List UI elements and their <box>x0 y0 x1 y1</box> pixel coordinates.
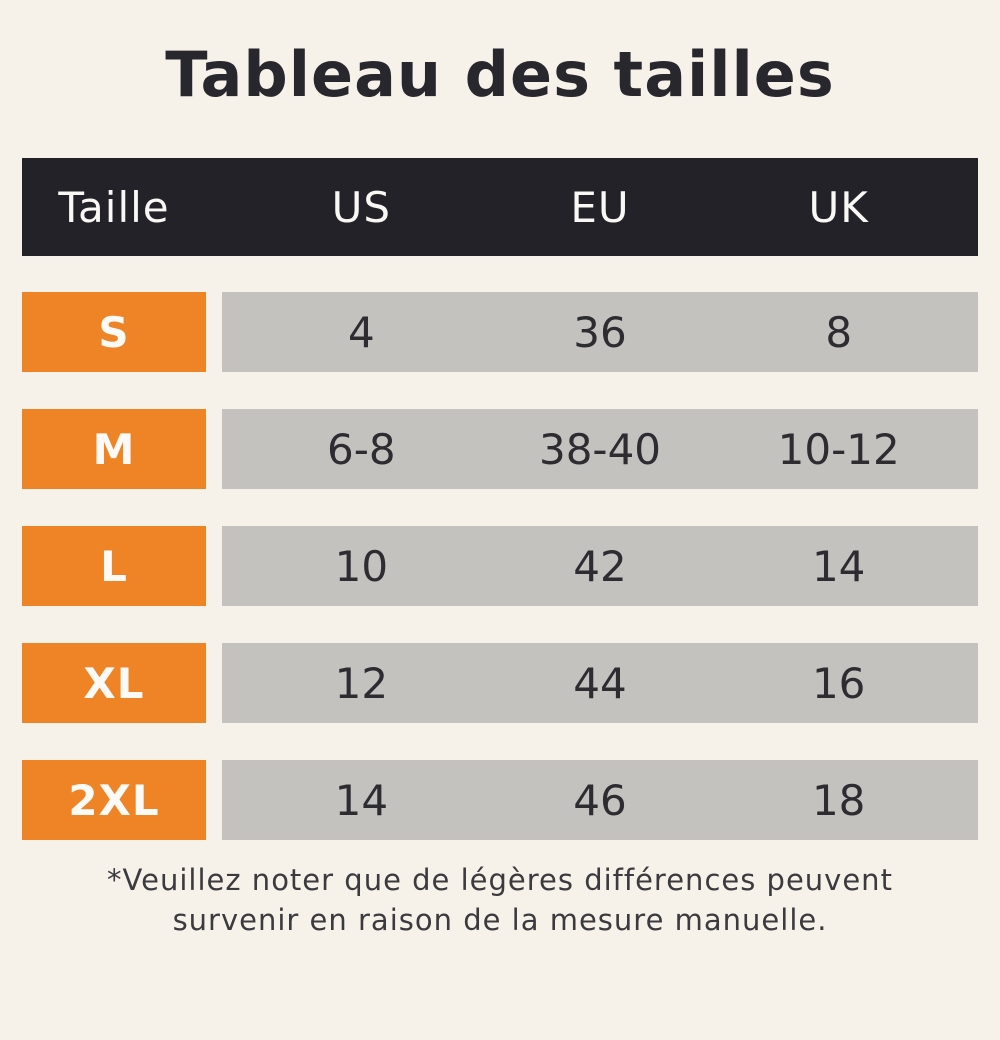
header-cell-taille: Taille <box>58 182 170 232</box>
cell-uk: 10-12 <box>777 424 900 474</box>
row-values-band: 10 42 14 <box>222 526 978 606</box>
table-row: S 4 36 8 <box>22 292 978 372</box>
cell-eu: 44 <box>573 658 627 708</box>
cell-us: 6-8 <box>327 424 396 474</box>
header-data-cells: US EU UK <box>222 158 978 256</box>
cell-uk: 18 <box>811 775 866 825</box>
size-badge: 2XL <box>22 760 206 840</box>
cell-uk: 16 <box>811 658 866 708</box>
size-badge: S <box>22 292 206 372</box>
cell-eu: 42 <box>573 541 627 591</box>
cell-eu: 38-40 <box>538 424 662 474</box>
footnote-line-1: *Veuillez noter que de légères différenc… <box>107 863 893 897</box>
table-row: XL 12 44 16 <box>22 643 978 723</box>
cell-uk: 8 <box>825 307 853 357</box>
footnote-line-2: survenir en raison de la mesure manuelle… <box>172 903 828 937</box>
table-body: S 4 36 8 M 6-8 38-40 10-12 L 10 42 14 <box>22 292 978 840</box>
row-values-band: 4 36 8 <box>222 292 978 372</box>
row-values-band: 14 46 18 <box>222 760 978 840</box>
cell-us: 14 <box>334 775 389 825</box>
cell-us: 4 <box>347 307 375 357</box>
header-cell-uk: UK <box>808 182 869 232</box>
header-cell-us: US <box>331 182 392 232</box>
page-title: Tableau des tailles <box>165 38 835 111</box>
cell-eu: 46 <box>573 775 627 825</box>
footnote: *Veuillez noter que de légères différenc… <box>0 860 1000 940</box>
cell-eu: 36 <box>573 307 627 357</box>
row-values-band: 6-8 38-40 10-12 <box>222 409 978 489</box>
table-header-row: Taille US EU UK <box>22 158 978 256</box>
size-badge: L <box>22 526 206 606</box>
header-cell-eu: EU <box>570 182 630 232</box>
table-row: L 10 42 14 <box>22 526 978 606</box>
row-values-band: 12 44 16 <box>222 643 978 723</box>
size-badge: M <box>22 409 206 489</box>
size-table: Taille US EU UK S 4 36 8 M 6-8 38-40 10-… <box>22 158 978 840</box>
cell-us: 12 <box>334 658 389 708</box>
cell-uk: 14 <box>811 541 866 591</box>
cell-us: 10 <box>334 541 389 591</box>
table-row: 2XL 14 46 18 <box>22 760 978 840</box>
size-badge: XL <box>22 643 206 723</box>
table-row: M 6-8 38-40 10-12 <box>22 409 978 489</box>
